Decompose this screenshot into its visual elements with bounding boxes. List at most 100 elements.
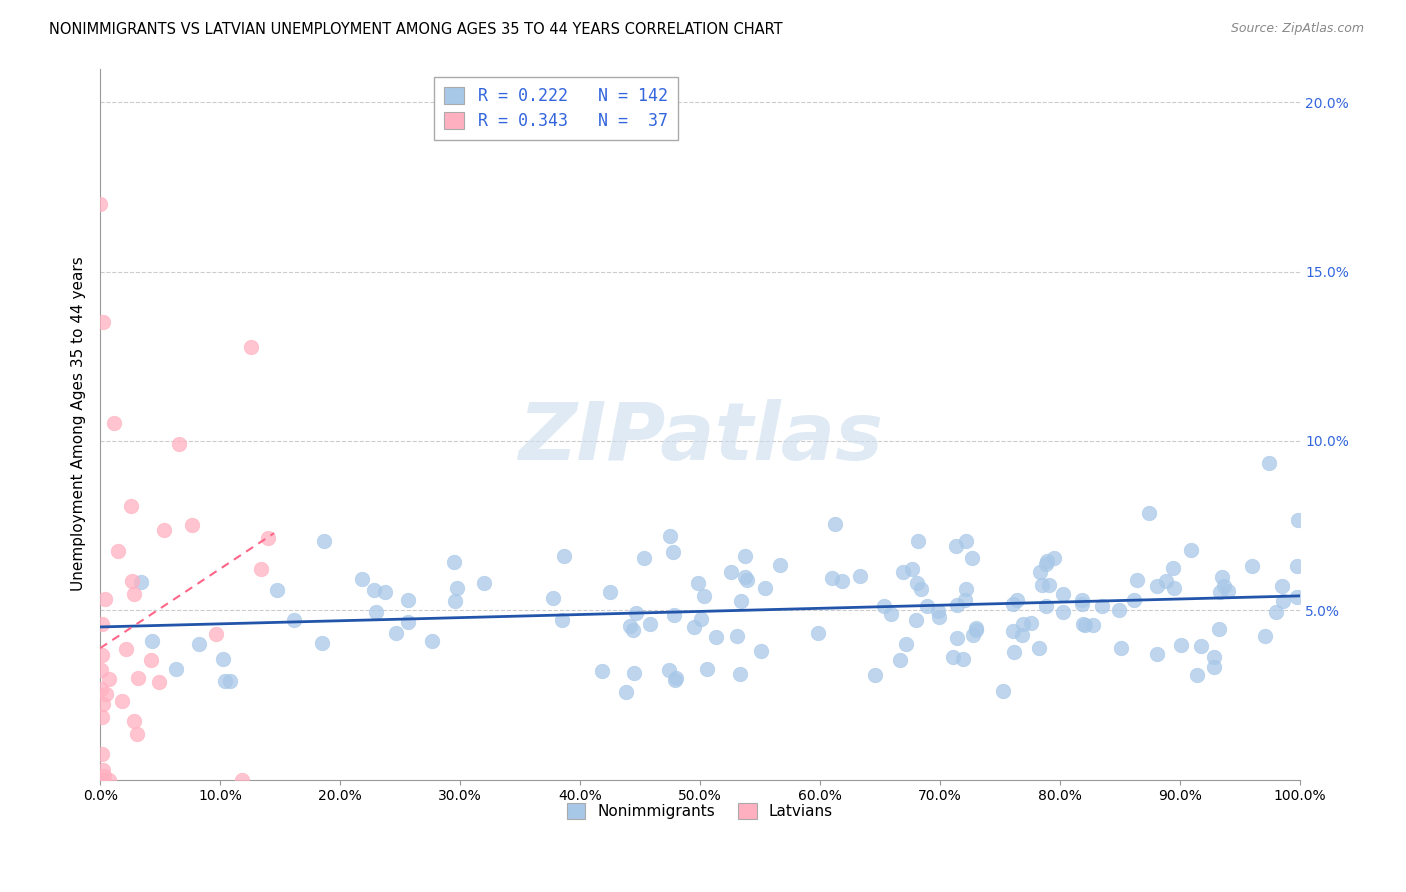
Point <box>704 630 727 644</box>
Point <box>891 566 914 580</box>
Point <box>1185 667 1208 681</box>
Point <box>121 574 143 589</box>
Point <box>831 574 853 588</box>
Point <box>1286 513 1309 527</box>
Point <box>662 545 685 559</box>
Point <box>658 663 681 677</box>
Point <box>720 565 742 579</box>
Point <box>1163 581 1185 595</box>
Point <box>90 681 112 696</box>
Point <box>91 698 114 712</box>
Point <box>90 710 112 724</box>
Point <box>396 593 419 607</box>
Point <box>139 653 162 667</box>
Point <box>730 594 752 608</box>
Point <box>910 582 932 597</box>
Point <box>239 340 262 354</box>
Point <box>1108 603 1130 617</box>
Point <box>955 533 977 548</box>
Point <box>188 637 211 651</box>
Point <box>659 528 682 542</box>
Point <box>120 500 142 514</box>
Point <box>141 634 163 648</box>
Point <box>1042 551 1064 566</box>
Point <box>849 568 872 582</box>
Point <box>1071 617 1094 632</box>
Point <box>689 612 711 626</box>
Point <box>1038 578 1060 592</box>
Point <box>1286 559 1309 574</box>
Point <box>218 673 240 688</box>
Point <box>212 652 235 666</box>
Point <box>363 582 385 597</box>
Point <box>1213 579 1236 593</box>
Point <box>311 636 333 650</box>
Point <box>1208 622 1230 636</box>
Point <box>103 416 125 430</box>
Point <box>91 316 114 330</box>
Point <box>384 626 406 640</box>
Point <box>446 581 468 595</box>
Point <box>1189 639 1212 653</box>
Point <box>1031 578 1053 592</box>
Point <box>1001 624 1024 638</box>
Point <box>90 648 112 662</box>
Point <box>204 626 226 640</box>
Point <box>623 666 645 681</box>
Point <box>1202 649 1225 664</box>
Point <box>94 592 117 607</box>
Point <box>591 664 613 678</box>
Point <box>754 581 776 595</box>
Point <box>257 531 280 545</box>
Point <box>945 539 967 553</box>
Point <box>686 576 709 591</box>
Point <box>879 607 901 622</box>
Point <box>725 629 748 643</box>
Text: ZIPatlas: ZIPatlas <box>517 400 883 477</box>
Point <box>167 437 190 451</box>
Point <box>472 576 495 591</box>
Point <box>1211 570 1233 584</box>
Point <box>214 673 236 688</box>
Point <box>422 633 444 648</box>
Point <box>1109 640 1132 655</box>
Point <box>621 624 644 638</box>
Point <box>946 599 969 613</box>
Point <box>599 585 621 599</box>
Point <box>1286 591 1309 605</box>
Point <box>664 673 686 688</box>
Point <box>1161 560 1184 574</box>
Point <box>1156 574 1178 589</box>
Point <box>749 644 772 658</box>
Point <box>443 555 465 569</box>
Point <box>907 533 929 548</box>
Point <box>1019 615 1042 630</box>
Point <box>1035 558 1057 572</box>
Point <box>1137 506 1160 520</box>
Point <box>374 584 396 599</box>
Point <box>1271 579 1294 593</box>
Point <box>665 671 688 685</box>
Point <box>640 616 662 631</box>
Point <box>98 673 121 687</box>
Point <box>1258 456 1281 470</box>
Point <box>728 667 751 681</box>
Point <box>1052 605 1074 619</box>
Point <box>1081 618 1104 632</box>
Point <box>905 576 928 591</box>
Legend: Nonimmigrants, Latvians: Nonimmigrants, Latvians <box>561 797 839 825</box>
Point <box>1218 584 1240 599</box>
Point <box>955 582 977 596</box>
Point <box>1036 554 1059 568</box>
Point <box>231 772 253 787</box>
Point <box>111 694 134 708</box>
Point <box>122 587 145 601</box>
Point <box>927 604 949 618</box>
Point <box>965 621 987 635</box>
Point <box>148 675 170 690</box>
Point <box>266 583 288 598</box>
Point <box>734 549 756 564</box>
Point <box>953 593 976 607</box>
Point <box>364 605 387 619</box>
Point <box>129 575 152 590</box>
